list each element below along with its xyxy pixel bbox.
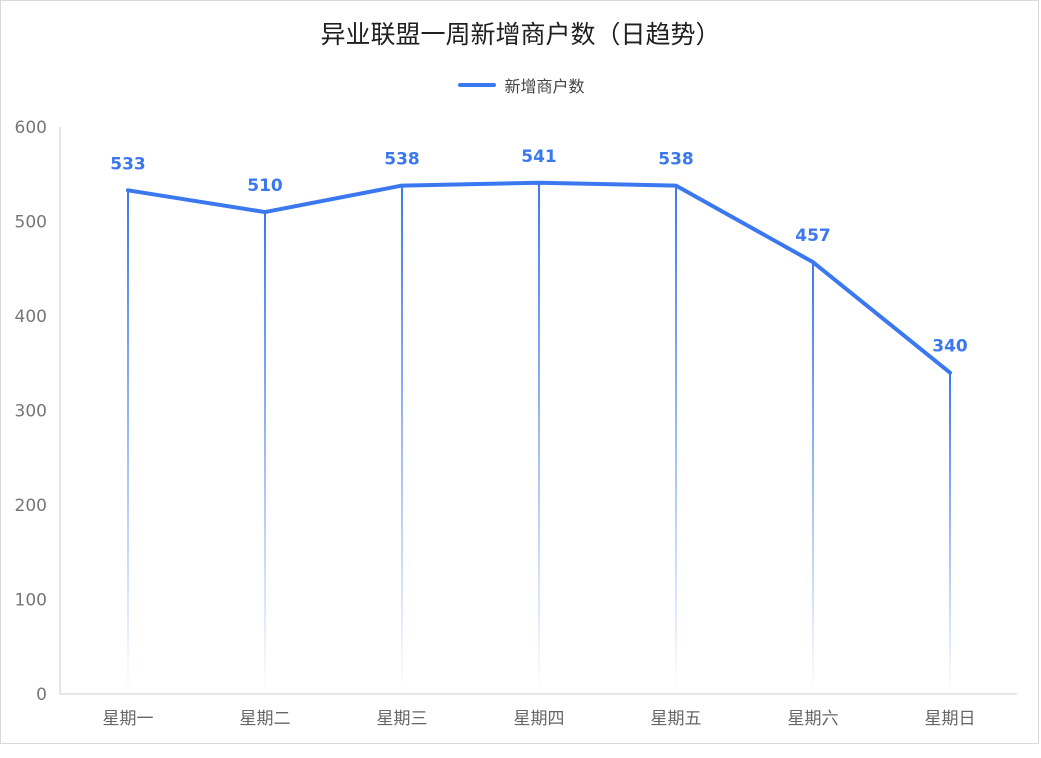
chart-legend[interactable]: 新增商户数 [1, 73, 1041, 97]
chart-title: 异业联盟一周新增商户数（日趋势） [320, 20, 721, 49]
data-label: 457 [795, 226, 831, 246]
drop-line [538, 182, 540, 694]
y-tick-label: 0 [36, 685, 47, 705]
drop-line [949, 372, 951, 694]
drop-line [812, 262, 814, 694]
chart-frame: 异业联盟一周新增商户数（日趋势） 新增商户数 [0, 0, 1039, 744]
series-line [126, 180, 952, 375]
drop-line [675, 185, 677, 694]
legend-label: 新增商户数 [504, 77, 585, 96]
x-tick-label: 星期一 [103, 709, 154, 729]
y-tick-label: 100 [15, 591, 47, 611]
series-layer [126, 180, 952, 375]
y-tick-label: 500 [15, 213, 47, 233]
data-label: 510 [247, 176, 283, 196]
x-tick-label: 星期四 [514, 709, 565, 729]
data-label: 541 [521, 147, 557, 167]
y-tick-label: 200 [15, 496, 47, 516]
y-tick-label: 300 [15, 402, 47, 422]
data-label: 538 [658, 150, 694, 170]
data-labels: 533 510 538 541 538 457 340 [110, 147, 968, 357]
y-tick-label: 400 [15, 307, 47, 327]
data-label: 340 [932, 337, 968, 357]
x-tick-label: 星期二 [240, 709, 291, 729]
axes: 0 100 200 300 400 500 600 星期一 星期二 星期三 星期四 星期五 星期六 星期日 [15, 118, 1017, 729]
legend-swatch [458, 83, 497, 87]
drop-line [127, 190, 129, 694]
y-tick-label: 600 [15, 118, 47, 138]
drop-line [401, 185, 403, 694]
drop-line [264, 212, 266, 695]
x-tick-label: 星期日 [925, 709, 976, 729]
data-label: 533 [110, 154, 146, 174]
x-tick-label: 星期六 [788, 709, 839, 729]
drop-lines [127, 182, 951, 695]
x-tick-label: 星期五 [651, 709, 702, 729]
data-label: 538 [384, 150, 420, 170]
x-tick-label: 星期三 [377, 709, 428, 729]
